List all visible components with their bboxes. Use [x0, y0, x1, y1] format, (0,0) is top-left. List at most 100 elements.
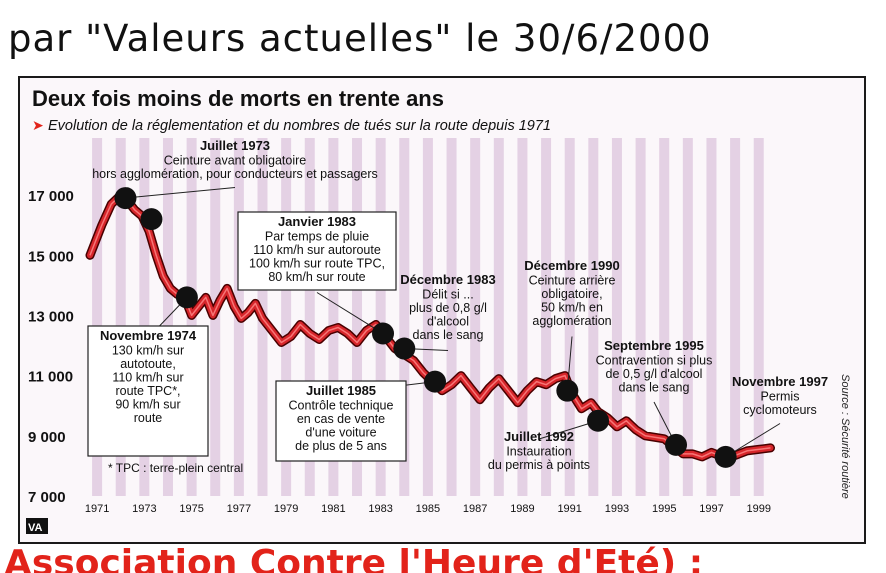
stripe-1996 — [682, 138, 693, 496]
milestone-text: 100 km/h sur route TPC, — [249, 257, 385, 271]
stripe-1981 — [328, 138, 339, 496]
stripe-1980 — [304, 138, 315, 496]
source-note: Source : Sécurité routière — [839, 374, 851, 499]
y-tick-label: 15 000 — [28, 248, 74, 265]
milestone-marker — [140, 208, 163, 231]
stripe-1993 — [611, 138, 622, 496]
stripe-1994 — [635, 138, 646, 496]
milestone-text: Permis — [761, 390, 800, 404]
milestone-text: 110 km/h sur — [112, 371, 183, 385]
milestone-text: du permis à points — [488, 458, 590, 472]
milestone-connector — [125, 187, 236, 199]
footnote: * TPC : terre-plein central — [108, 461, 243, 475]
milestone-text: Instauration — [506, 445, 571, 459]
stripe-1979 — [281, 138, 292, 496]
milestone-marker — [665, 433, 688, 456]
stripe-1972 — [115, 138, 126, 496]
milestone-box — [275, 380, 407, 462]
milestone-text: hors agglomération, pour conducteurs et … — [92, 167, 378, 181]
milestone-text: 130 km/h sur — [112, 344, 184, 358]
milestone-text: Contrôle technique — [289, 399, 394, 413]
milestone-text: route TPC*, — [115, 384, 180, 398]
x-tick-label: 1971 — [85, 503, 109, 515]
milestone-text: plus de 0,8 g/l — [409, 301, 487, 315]
milestone-text: d'une voiture — [305, 426, 376, 440]
bottom-banner-text: Association Contre l'Heure d'Eté) : — [4, 544, 704, 573]
x-tick-label: 1993 — [605, 503, 629, 515]
milestone-text: Contravention si plus — [596, 354, 713, 368]
y-axis: 7 000 9 000 11 000 13 000 15 000 17 000 — [28, 188, 74, 506]
stripe-1984 — [399, 138, 410, 496]
x-tick-label: 1981 — [321, 503, 345, 515]
stripe-1973 — [139, 138, 150, 496]
milestone-text: route — [134, 411, 163, 425]
x-tick-label: 1997 — [699, 503, 723, 515]
x-tick-label: 1983 — [368, 503, 392, 515]
x-tick-label: 1985 — [416, 503, 440, 515]
stripe-1997 — [706, 138, 717, 496]
x-tick-label: 1999 — [746, 503, 770, 515]
milestone-text: 50 km/h en — [541, 301, 603, 315]
stripe-1983 — [375, 138, 386, 496]
stripe-1992 — [588, 138, 599, 496]
x-tick-label: 1991 — [557, 503, 581, 515]
handwritten-title: par "Valeurs actuelles" le 30/6/2000 — [8, 17, 712, 60]
y-tick-label: 7 000 — [28, 489, 66, 506]
stripe-1986 — [446, 138, 457, 496]
stripe-1971 — [92, 138, 103, 496]
milestone-marker — [424, 370, 446, 393]
x-tick-label: 1975 — [179, 503, 203, 515]
milestone-text: dans le sang — [619, 381, 690, 395]
milestone-box — [237, 211, 397, 291]
milestone-text: 80 km/h sur route — [268, 270, 365, 284]
x-axis: 1971 1973 1975 1977 1979 1981 1983 1985 1987 1989… — [85, 503, 771, 515]
milestone-text: d'alcool — [427, 315, 469, 329]
milestone-date: Juillet 1992 — [504, 429, 574, 444]
milestone-text: de 0,5 g/l d'alcool — [606, 367, 703, 381]
milestone-text: en cas de vente — [297, 412, 385, 426]
milestone-text: 90 km/h sur — [115, 398, 180, 412]
milestone-text: cyclomoteurs — [743, 403, 817, 417]
stripe-1999 — [753, 138, 764, 496]
milestone-date: Juillet 1985 — [306, 383, 376, 398]
milestone-text: agglomération — [532, 314, 611, 328]
y-tick-label: 11 000 — [28, 369, 73, 386]
milestone-text: Par temps de pluie — [265, 230, 369, 244]
milestone-text: Ceinture avant obligatoire — [164, 154, 306, 168]
va-logo-box — [26, 518, 48, 534]
chart-title: Deux fois moins de morts en trente ans — [32, 86, 444, 111]
milestone-text: obligatoire, — [541, 287, 602, 301]
stripe-1985 — [422, 138, 433, 496]
x-tick-label: 1973 — [132, 503, 156, 515]
milestone-marker — [587, 409, 610, 432]
milestone-text: Délit si ... — [422, 288, 473, 302]
milestone-marker — [393, 337, 416, 360]
stripe-1989 — [517, 138, 528, 496]
x-tick-label: 1989 — [510, 503, 534, 515]
milestone-date: Janvier 1983 — [278, 214, 356, 229]
milestone-text: autotoute, — [120, 357, 176, 371]
milestone-date: Septembre 1995 — [604, 338, 704, 353]
stripe-1987 — [470, 138, 481, 496]
milestone-marker — [114, 187, 137, 210]
milestone-box — [87, 325, 209, 457]
x-tick-label: 1977 — [227, 503, 251, 515]
road-deaths-chart: Deux fois moins de morts en trente ans ➤… — [26, 86, 851, 534]
chart-frame: Deux fois moins de morts en trente ans ➤… — [18, 76, 866, 544]
chart-subtitle: Evolution de la réglementation et du nom… — [48, 118, 551, 134]
milestone-text: dans le sang — [413, 328, 484, 342]
stripe-1990 — [541, 138, 552, 496]
x-tick-label: 1987 — [463, 503, 487, 515]
milestone-text: de plus de 5 ans — [295, 439, 387, 453]
y-tick-label: 17 000 — [28, 188, 74, 205]
milestone-markers — [114, 187, 737, 468]
milestone-date: Décembre 1990 — [524, 258, 619, 273]
milestone-date: Juillet 1973 — [200, 138, 270, 153]
milestone-marker — [714, 445, 737, 468]
x-tick-label: 1995 — [652, 503, 676, 515]
milestone-marker — [175, 286, 198, 309]
milestone-date: Novembre 1997 — [732, 374, 828, 389]
milestone-text: 110 km/h sur autoroute — [253, 243, 381, 257]
subtitle-marker: ➤ — [32, 117, 44, 133]
milestone-connector — [316, 292, 384, 334]
